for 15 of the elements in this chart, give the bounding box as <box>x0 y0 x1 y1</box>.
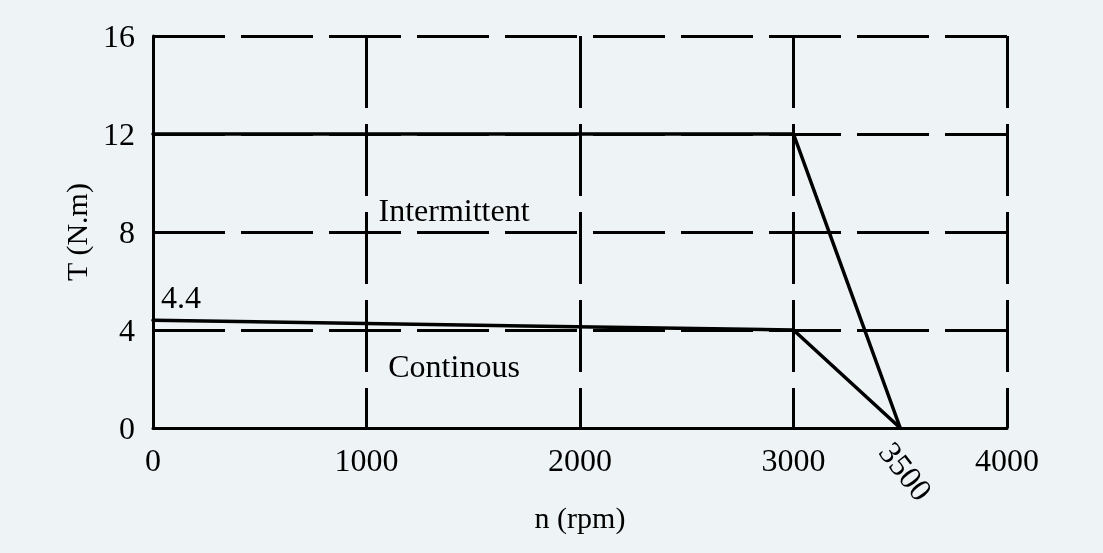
y-tick-label: 12 <box>103 116 135 152</box>
y-tick-label: 8 <box>119 214 135 250</box>
y-tick-label: 0 <box>119 410 135 446</box>
x-tick-label: 2000 <box>548 442 612 478</box>
series-label: Intermittent <box>378 192 530 229</box>
x-tick-label: 3000 <box>761 442 826 478</box>
y-tick-label: 16 <box>103 18 135 54</box>
data-label: 4.4 <box>161 279 201 316</box>
series-label: Continous <box>388 348 520 385</box>
x-axis-title: n (rpm) <box>534 500 626 535</box>
x-tick-label: 1000 <box>334 442 399 478</box>
x-tick-label: 4000 <box>975 442 1039 478</box>
y-axis-title: T (N.m) <box>59 183 94 281</box>
x-tick-label: 0 <box>145 442 161 478</box>
y-tick-label: 4 <box>119 312 135 348</box>
